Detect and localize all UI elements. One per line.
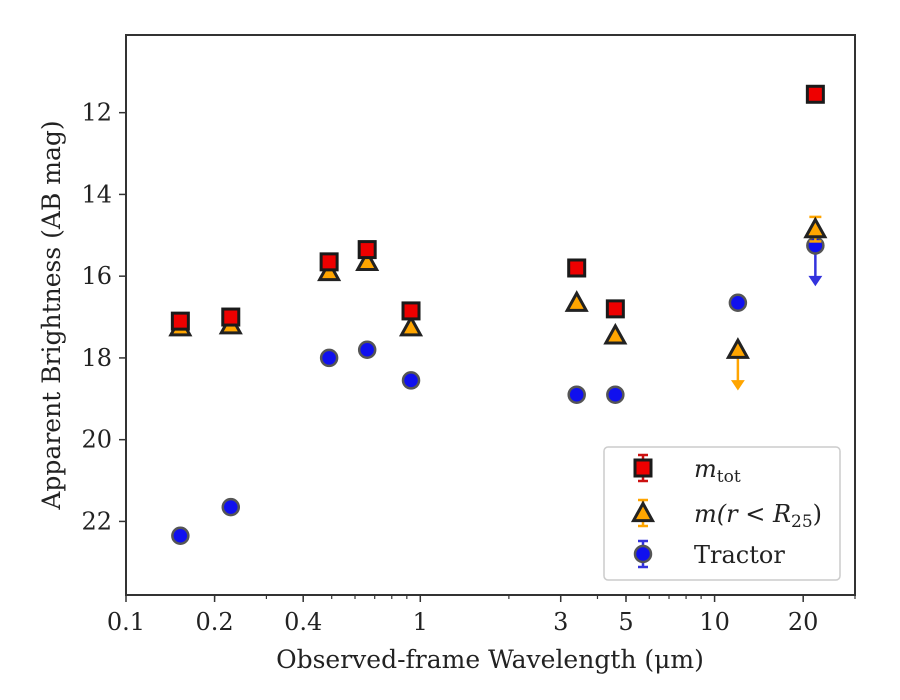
data-point-circle — [357, 340, 377, 359]
data-point-circle — [319, 348, 339, 368]
y-tick-label: 12 — [81, 99, 112, 127]
data-point-triangle — [803, 216, 828, 239]
legend-marker-triangle — [630, 500, 656, 523]
data-point-triangle — [355, 249, 380, 271]
data-point-circle — [728, 293, 748, 312]
legend-marker-square — [633, 458, 653, 478]
x-tick-label: 10 — [699, 608, 730, 636]
legend-label: mtot — [694, 455, 741, 487]
data-point-circle — [221, 497, 241, 517]
data-point-circle — [401, 371, 421, 390]
data-point-square — [567, 258, 587, 278]
y-axis-label: Apparent Brightness (AB mag) — [37, 120, 66, 510]
x-tick-label: 0.4 — [284, 608, 322, 636]
series-triangle-group — [168, 215, 828, 391]
y-tick-label: 20 — [81, 426, 112, 454]
data-point-square — [401, 301, 421, 321]
y-tick-label: 22 — [81, 507, 112, 535]
legend-marker-circle — [633, 544, 653, 564]
legend-label: Tractor — [694, 541, 785, 569]
x-tick-label: 0.1 — [107, 608, 145, 636]
data-point-square — [805, 84, 825, 104]
data-point-triangle — [725, 337, 750, 359]
data-point-square — [221, 307, 241, 327]
data-point-circle — [606, 385, 625, 404]
upper-limit-arrow-head — [808, 275, 823, 287]
y-tick-label: 16 — [81, 262, 112, 290]
data-point-square — [319, 252, 339, 272]
legend: mtot m(r < R25) Tractor — [603, 446, 841, 581]
x-axis-label: Observed-frame Wavelength (μm) — [276, 645, 704, 674]
x-tick-label: 0.2 — [196, 608, 234, 636]
data-point-circle — [567, 385, 586, 404]
series-circle-group — [171, 236, 825, 545]
legend-label: m(r < R25) — [694, 500, 822, 532]
y-tick-label: 14 — [81, 180, 112, 208]
x-tick-label: 5 — [618, 608, 633, 636]
upper-limit-arrow-head — [730, 380, 745, 391]
y-tick-label: 18 — [81, 344, 112, 372]
x-tick-label: 1 — [413, 608, 428, 636]
data-point-triangle — [398, 314, 424, 337]
series-square-group — [170, 84, 825, 331]
plot-frame — [125, 34, 856, 596]
legend-box — [603, 446, 841, 581]
x-axis: 0.1 0.2 0.4 1 3 5 10 20 — [107, 595, 856, 636]
plot-area — [168, 84, 828, 545]
data-point-square — [605, 299, 625, 319]
x-tick-label: 3 — [553, 608, 568, 636]
x-tick-label: 20 — [788, 608, 819, 636]
data-point-triangle — [564, 290, 589, 312]
data-point-circle — [171, 526, 190, 545]
y-axis: 12 14 16 18 20 22 — [81, 99, 126, 535]
data-point-triangle — [603, 322, 628, 345]
data-point-square — [170, 311, 190, 331]
data-point-square — [357, 240, 377, 260]
